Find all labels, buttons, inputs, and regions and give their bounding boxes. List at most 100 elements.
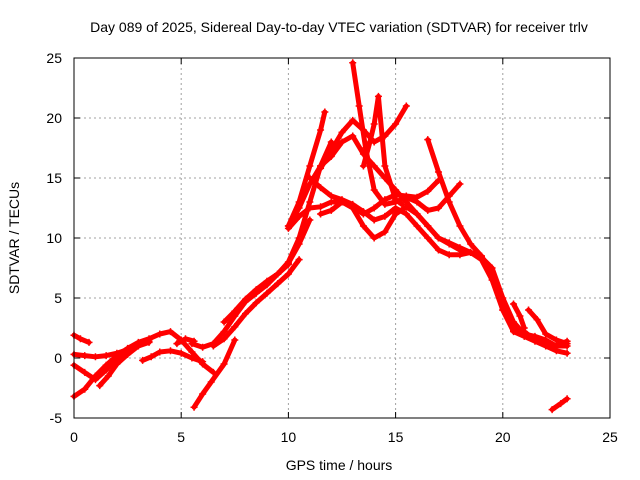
data-point <box>156 330 164 338</box>
data-point <box>424 222 432 230</box>
data-point <box>355 102 363 110</box>
series-line <box>71 348 131 383</box>
data-point <box>456 244 464 252</box>
y-tick-label: 5 <box>54 290 62 306</box>
data-point <box>349 116 357 124</box>
data-point <box>392 196 400 204</box>
data-point <box>306 204 314 212</box>
data-point <box>510 324 518 332</box>
data-point <box>456 222 464 230</box>
data-point <box>177 349 185 357</box>
y-tick-label: 20 <box>46 110 62 126</box>
data-point <box>199 358 207 366</box>
series-track-8 <box>190 336 239 411</box>
data-point <box>231 336 239 344</box>
data-point <box>81 352 89 360</box>
data-point <box>317 210 325 218</box>
data-point <box>104 372 112 380</box>
data-point <box>424 206 432 214</box>
data-point <box>166 328 174 336</box>
data-point <box>220 360 228 368</box>
data-point <box>145 337 153 345</box>
series-track-24 <box>548 395 571 414</box>
data-point <box>445 198 453 206</box>
data-point <box>434 234 442 242</box>
y-tick-label: -5 <box>50 410 63 426</box>
data-point <box>85 338 93 346</box>
data-point <box>359 222 367 230</box>
data-point <box>207 378 215 386</box>
data-point <box>317 126 325 134</box>
data-point <box>370 204 378 212</box>
data-point <box>434 204 442 212</box>
data-point <box>188 354 196 362</box>
data-point <box>147 353 155 361</box>
x-tick-label: 0 <box>70 429 78 445</box>
axis-ticks: 0 5 10 15 20 25 -5 0 5 10 15 20 25 <box>46 50 618 445</box>
series-track-20 <box>359 92 406 208</box>
y-axis-label: SDTVAR / TECUs <box>6 182 22 294</box>
series-track-6 <box>139 347 207 366</box>
series-track-22 <box>510 300 528 332</box>
data-point <box>424 136 432 144</box>
series-track-21 <box>424 136 571 350</box>
data-point <box>327 198 335 206</box>
data-series <box>70 59 571 414</box>
data-point <box>220 328 228 336</box>
data-point <box>381 200 389 208</box>
data-point <box>402 193 410 201</box>
data-point <box>456 251 464 259</box>
data-point <box>370 234 378 242</box>
data-point <box>306 174 314 182</box>
series-line <box>97 338 152 389</box>
data-point <box>552 342 560 350</box>
data-point <box>542 340 550 348</box>
data-point <box>402 210 410 218</box>
x-tick-label: 20 <box>495 429 511 445</box>
x-axis-label: GPS time / hours <box>286 457 393 473</box>
data-point <box>552 336 560 344</box>
data-point <box>370 120 378 128</box>
data-point <box>166 347 174 355</box>
data-point <box>402 102 410 110</box>
data-point <box>392 204 400 212</box>
data-point <box>434 246 442 254</box>
data-point <box>349 132 357 140</box>
data-point <box>520 324 528 332</box>
data-point <box>295 234 303 242</box>
data-point <box>366 138 374 146</box>
data-point <box>220 318 228 326</box>
data-point <box>413 198 421 206</box>
data-point <box>274 270 282 278</box>
data-point <box>488 270 496 278</box>
chart-title: Day 089 of 2025, Sidereal Day-to-day VTE… <box>90 19 588 35</box>
data-point <box>467 248 475 256</box>
data-point <box>295 212 303 220</box>
data-point <box>188 348 196 356</box>
x-tick-label: 5 <box>177 429 185 445</box>
data-point <box>402 203 410 211</box>
data-point <box>242 295 250 303</box>
series-line <box>71 329 216 399</box>
data-point <box>231 307 239 315</box>
data-point <box>445 251 453 259</box>
data-point <box>349 59 357 67</box>
data-point <box>252 286 260 294</box>
data-point <box>445 239 453 247</box>
y-tick-label: 0 <box>54 350 62 366</box>
data-point <box>398 200 406 208</box>
data-point <box>76 335 84 343</box>
x-tick-label: 25 <box>602 429 618 445</box>
data-point <box>327 146 335 154</box>
data-point <box>370 216 378 224</box>
grid <box>74 58 610 418</box>
series-track-5 <box>96 337 153 390</box>
data-point <box>190 403 198 411</box>
data-point <box>295 256 303 264</box>
y-tick-label: 10 <box>46 230 62 246</box>
data-point <box>113 360 121 368</box>
data-point <box>306 216 314 224</box>
data-point <box>374 92 382 100</box>
data-point <box>456 180 464 188</box>
